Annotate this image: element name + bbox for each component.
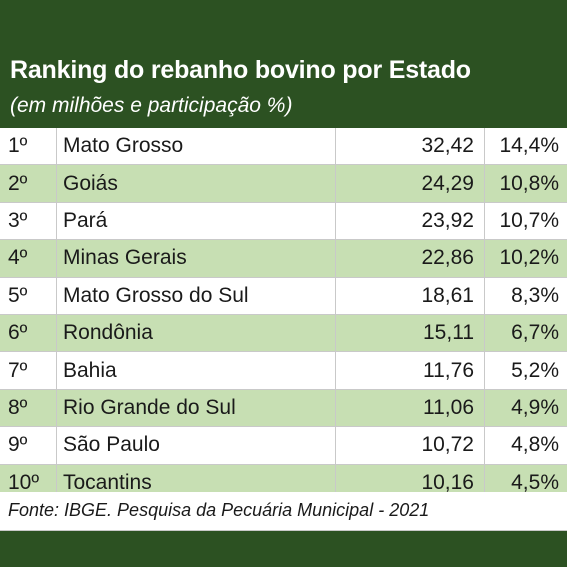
state-cell: Mato Grosso <box>56 128 336 166</box>
value-cell: 22,86 <box>335 239 485 278</box>
table-row: 2º Goiás 24,29 10,8% <box>0 164 567 203</box>
share-cell: 4,9% <box>484 389 567 428</box>
state-cell: Rio Grande do Sul <box>56 389 336 428</box>
share-cell: 10,8% <box>484 164 567 203</box>
value-cell: 11,06 <box>335 389 485 428</box>
value-cell: 18,61 <box>335 277 485 315</box>
rank-cell: 4º <box>0 239 57 278</box>
state-cell: Goiás <box>56 164 336 203</box>
source-footer: Fonte: IBGE. Pesquisa da Pecuária Munici… <box>0 492 567 531</box>
rank-cell: 8º <box>0 389 57 428</box>
share-cell: 8,3% <box>484 277 567 315</box>
state-cell: São Paulo <box>56 426 336 465</box>
table-row: 4º Minas Gerais 22,86 10,2% <box>0 239 567 278</box>
table-row: 9º São Paulo 10,72 4,8% <box>0 426 567 465</box>
table-subtitle: (em milhões e participação %) <box>10 94 293 117</box>
rank-cell: 6º <box>0 314 57 353</box>
state-cell: Bahia <box>56 351 336 390</box>
ranking-table: 1º Mato Grosso 32,42 14,4% 2º Goiás 24,29 10,8%… <box>0 128 567 502</box>
table-row: 3º Pará 23,92 10,7% <box>0 202 567 241</box>
table-row: 5º Mato Grosso do Sul 18,61 8,3% <box>0 277 567 315</box>
share-cell: 10,7% <box>484 202 567 241</box>
value-cell: 32,42 <box>335 128 485 166</box>
share-cell: 6,7% <box>484 314 567 353</box>
value-cell: 23,92 <box>335 202 485 241</box>
state-cell: Pará <box>56 202 336 241</box>
rank-cell: 5º <box>0 277 57 315</box>
rank-cell: 9º <box>0 426 57 465</box>
value-cell: 10,72 <box>335 426 485 465</box>
state-cell: Rondônia <box>56 314 336 353</box>
value-cell: 11,76 <box>335 351 485 390</box>
share-cell: 10,2% <box>484 239 567 278</box>
value-cell: 24,29 <box>335 164 485 203</box>
value-cell: 15,11 <box>335 314 485 353</box>
rank-cell: 2º <box>0 164 57 203</box>
rank-cell: 3º <box>0 202 57 241</box>
table-row: 8º Rio Grande do Sul 11,06 4,9% <box>0 389 567 428</box>
share-cell: 14,4% <box>484 128 567 166</box>
table-row: 1º Mato Grosso 32,42 14,4% <box>0 128 567 166</box>
share-cell: 4,8% <box>484 426 567 465</box>
share-cell: 5,2% <box>484 351 567 390</box>
rank-cell: 1º <box>0 128 57 166</box>
source-note: Fonte: IBGE. Pesquisa da Pecuária Munici… <box>8 500 430 520</box>
state-cell: Mato Grosso do Sul <box>56 277 336 315</box>
table-row: 6º Rondônia 15,11 6,7% <box>0 314 567 353</box>
ranking-table-body: 1º Mato Grosso 32,42 14,4% 2º Goiás 24,29 10,8%… <box>0 128 567 502</box>
rank-cell: 7º <box>0 351 57 390</box>
state-cell: Minas Gerais <box>56 239 336 278</box>
table-row: 7º Bahia 11,76 5,2% <box>0 351 567 390</box>
table-title: Ranking do rebanho bovino por Estado <box>10 56 471 84</box>
